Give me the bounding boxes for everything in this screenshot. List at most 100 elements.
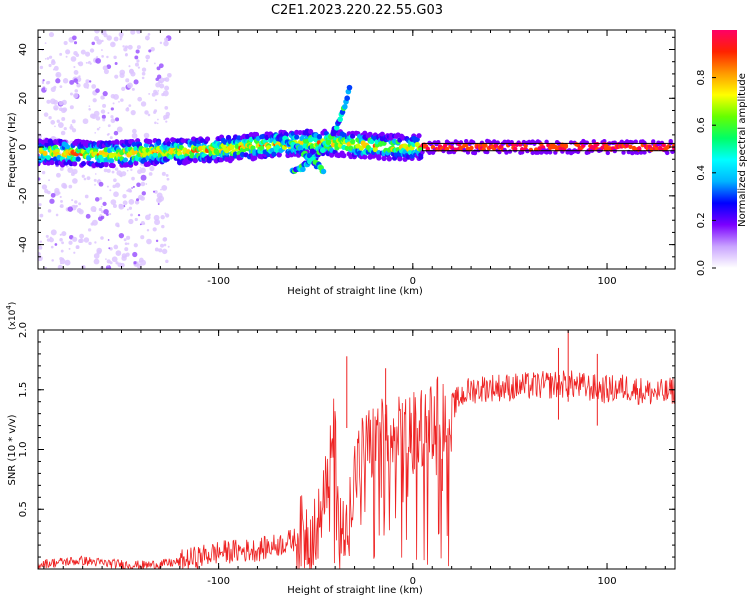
spectrogram-noise-point bbox=[57, 264, 63, 269]
spectrogram-noise-point bbox=[66, 165, 69, 168]
spectrogram-noise-point bbox=[109, 213, 112, 216]
spectrogram-band-point bbox=[65, 144, 71, 150]
spectrogram-noise-point bbox=[65, 55, 68, 58]
spectrogram-band-point bbox=[379, 131, 385, 137]
spectrogram-noise-point bbox=[153, 89, 158, 94]
spectrogram-noise-point bbox=[72, 178, 78, 184]
spectrogram-band-point bbox=[672, 145, 675, 151]
spectrogram-band-point bbox=[472, 150, 478, 156]
spectrogram-noise-point bbox=[72, 35, 77, 41]
spectrogram-noise-point bbox=[91, 84, 97, 89]
spectrogram-ylabel: Frequency (Hz) bbox=[7, 112, 18, 188]
spectrogram-noise-point bbox=[101, 55, 104, 58]
spectrogram-band-point bbox=[458, 140, 464, 145]
spectrogram-noise-point bbox=[88, 241, 92, 246]
spectrogram-axes: -100 0 100 -40 -20 0 20 40 bbox=[18, 30, 675, 287]
spectrogram-band-point bbox=[80, 161, 87, 167]
spectrogram-band-point bbox=[654, 146, 659, 151]
spectrogram-noise-point bbox=[39, 213, 44, 218]
spectrogram-band-point bbox=[642, 140, 647, 146]
spectrogram-noise-point bbox=[145, 214, 151, 221]
spectrogram-band-point bbox=[624, 143, 630, 148]
spectrogram-band-point bbox=[519, 150, 525, 155]
spectrogram-noise-point bbox=[71, 119, 76, 124]
spectrogram-noise-point bbox=[106, 168, 111, 173]
spectrogram-noise-point bbox=[124, 242, 128, 246]
spectrogram-noise-point bbox=[126, 208, 129, 211]
spectrogram-noise-point bbox=[112, 42, 115, 45]
spectrogram-noise-point bbox=[143, 132, 150, 139]
spectrogram-noise-point bbox=[76, 83, 81, 88]
spectrogram-noise-point bbox=[59, 233, 62, 236]
spectrogram-noise-point bbox=[93, 258, 100, 265]
spectrogram-noise-point bbox=[161, 92, 165, 97]
spectrogram-noise-point bbox=[106, 64, 112, 70]
spectrogram-noise-point bbox=[59, 167, 64, 171]
spectrogram-noise-point bbox=[83, 177, 87, 181]
spectrogram-noise-point bbox=[141, 67, 147, 72]
spectrogram-arc-point bbox=[342, 103, 348, 110]
spectrogram-noise-point bbox=[98, 207, 102, 212]
spectrogram-noise-point bbox=[110, 118, 116, 124]
spectrogram-band-point bbox=[206, 158, 212, 164]
spectrogram-noise-point bbox=[146, 238, 152, 245]
spectrogram-noise-point bbox=[107, 112, 110, 114]
spectrogram-noise-point bbox=[126, 235, 131, 240]
spectrogram-noise-point bbox=[67, 206, 74, 212]
spectrogram-noise-point bbox=[91, 219, 98, 226]
spectrogram-noise-point bbox=[158, 63, 164, 69]
spectrogram-band-point bbox=[661, 142, 666, 148]
spectrogram-frame bbox=[37, 29, 676, 270]
spectrogram-noise-point bbox=[161, 224, 165, 229]
spectrogram-xlabel: Height of straight line (km) bbox=[287, 286, 423, 297]
spectrogram-noise-point bbox=[153, 109, 158, 113]
spectrogram-noise-point bbox=[92, 98, 97, 103]
spectrogram-noise-point bbox=[60, 199, 63, 203]
spectrogram-noise-point bbox=[72, 236, 78, 242]
spectrogram-noise-point bbox=[107, 124, 111, 128]
colorbar-tick-label: 0.0 bbox=[696, 260, 707, 276]
spectrogram-noise-point bbox=[63, 126, 67, 131]
spectrogram-noise-point bbox=[68, 247, 71, 250]
colorbar-bar bbox=[712, 30, 737, 268]
snr-marks bbox=[38, 330, 675, 569]
spectrogram-band-point bbox=[600, 145, 605, 150]
spectrogram-noise-point bbox=[86, 176, 91, 181]
spectrogram-noise-point bbox=[115, 182, 121, 188]
spectrogram-noise-point bbox=[134, 200, 140, 205]
spectrogram-noise-point bbox=[54, 125, 56, 128]
spectrogram-noise-point bbox=[91, 41, 95, 46]
spectrogram-noise-point bbox=[69, 125, 74, 130]
y-tick-label: 40 bbox=[18, 43, 29, 56]
spectrogram-noise-point bbox=[107, 264, 109, 267]
spectrogram-band-point bbox=[350, 138, 356, 145]
spectrogram-noise-point bbox=[132, 128, 137, 134]
spectrogram-noise-point bbox=[113, 130, 119, 136]
spectrogram-band-point bbox=[507, 149, 513, 154]
spectrogram-noise-point bbox=[106, 35, 112, 41]
spectrogram-noise-point bbox=[162, 237, 167, 242]
colorbar-axes: 0.0 0.2 0.4 0.6 0.8 bbox=[696, 70, 716, 276]
spectrogram-noise-point bbox=[94, 30, 100, 34]
spectrogram-band-point bbox=[381, 155, 387, 162]
spectrogram-noise-point bbox=[160, 214, 165, 220]
spectrogram-noise-point bbox=[100, 236, 104, 240]
spectrogram-noise-point bbox=[118, 101, 120, 103]
spectrogram-noise-point bbox=[150, 46, 155, 52]
spectrogram-noise-point bbox=[109, 136, 113, 140]
spectrogram-band-point bbox=[316, 133, 323, 140]
x-tick-label: 100 bbox=[597, 276, 616, 287]
spectrogram-band-point bbox=[443, 143, 448, 148]
spectrogram-noise-point bbox=[160, 81, 163, 84]
spectrogram-noise-point bbox=[136, 182, 141, 187]
spectrogram-noise-point bbox=[127, 188, 132, 193]
spectrogram-noise-point bbox=[121, 253, 127, 259]
spectrogram-noise-point bbox=[131, 132, 138, 139]
spectrogram-noise-point bbox=[75, 53, 80, 58]
spectrogram-noise-point bbox=[61, 231, 67, 237]
spectrogram-noise-point bbox=[137, 66, 141, 69]
spectrogram-band-point bbox=[547, 150, 553, 155]
spectrogram-arc-point bbox=[344, 95, 350, 102]
spectrogram-noise-point bbox=[122, 193, 127, 199]
spectrogram-noise-point bbox=[53, 85, 57, 89]
